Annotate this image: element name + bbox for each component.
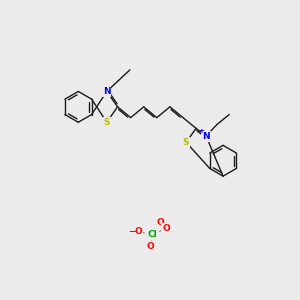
Text: O: O — [147, 242, 154, 251]
Text: −: − — [128, 227, 135, 236]
Text: O: O — [162, 224, 170, 233]
Text: +: + — [199, 128, 204, 134]
Text: O: O — [156, 218, 164, 227]
Text: S: S — [103, 118, 110, 127]
Text: N: N — [103, 87, 111, 96]
Text: Cl: Cl — [147, 230, 157, 239]
Text: O: O — [134, 227, 142, 236]
Text: N: N — [202, 132, 210, 141]
Text: S: S — [183, 138, 189, 147]
